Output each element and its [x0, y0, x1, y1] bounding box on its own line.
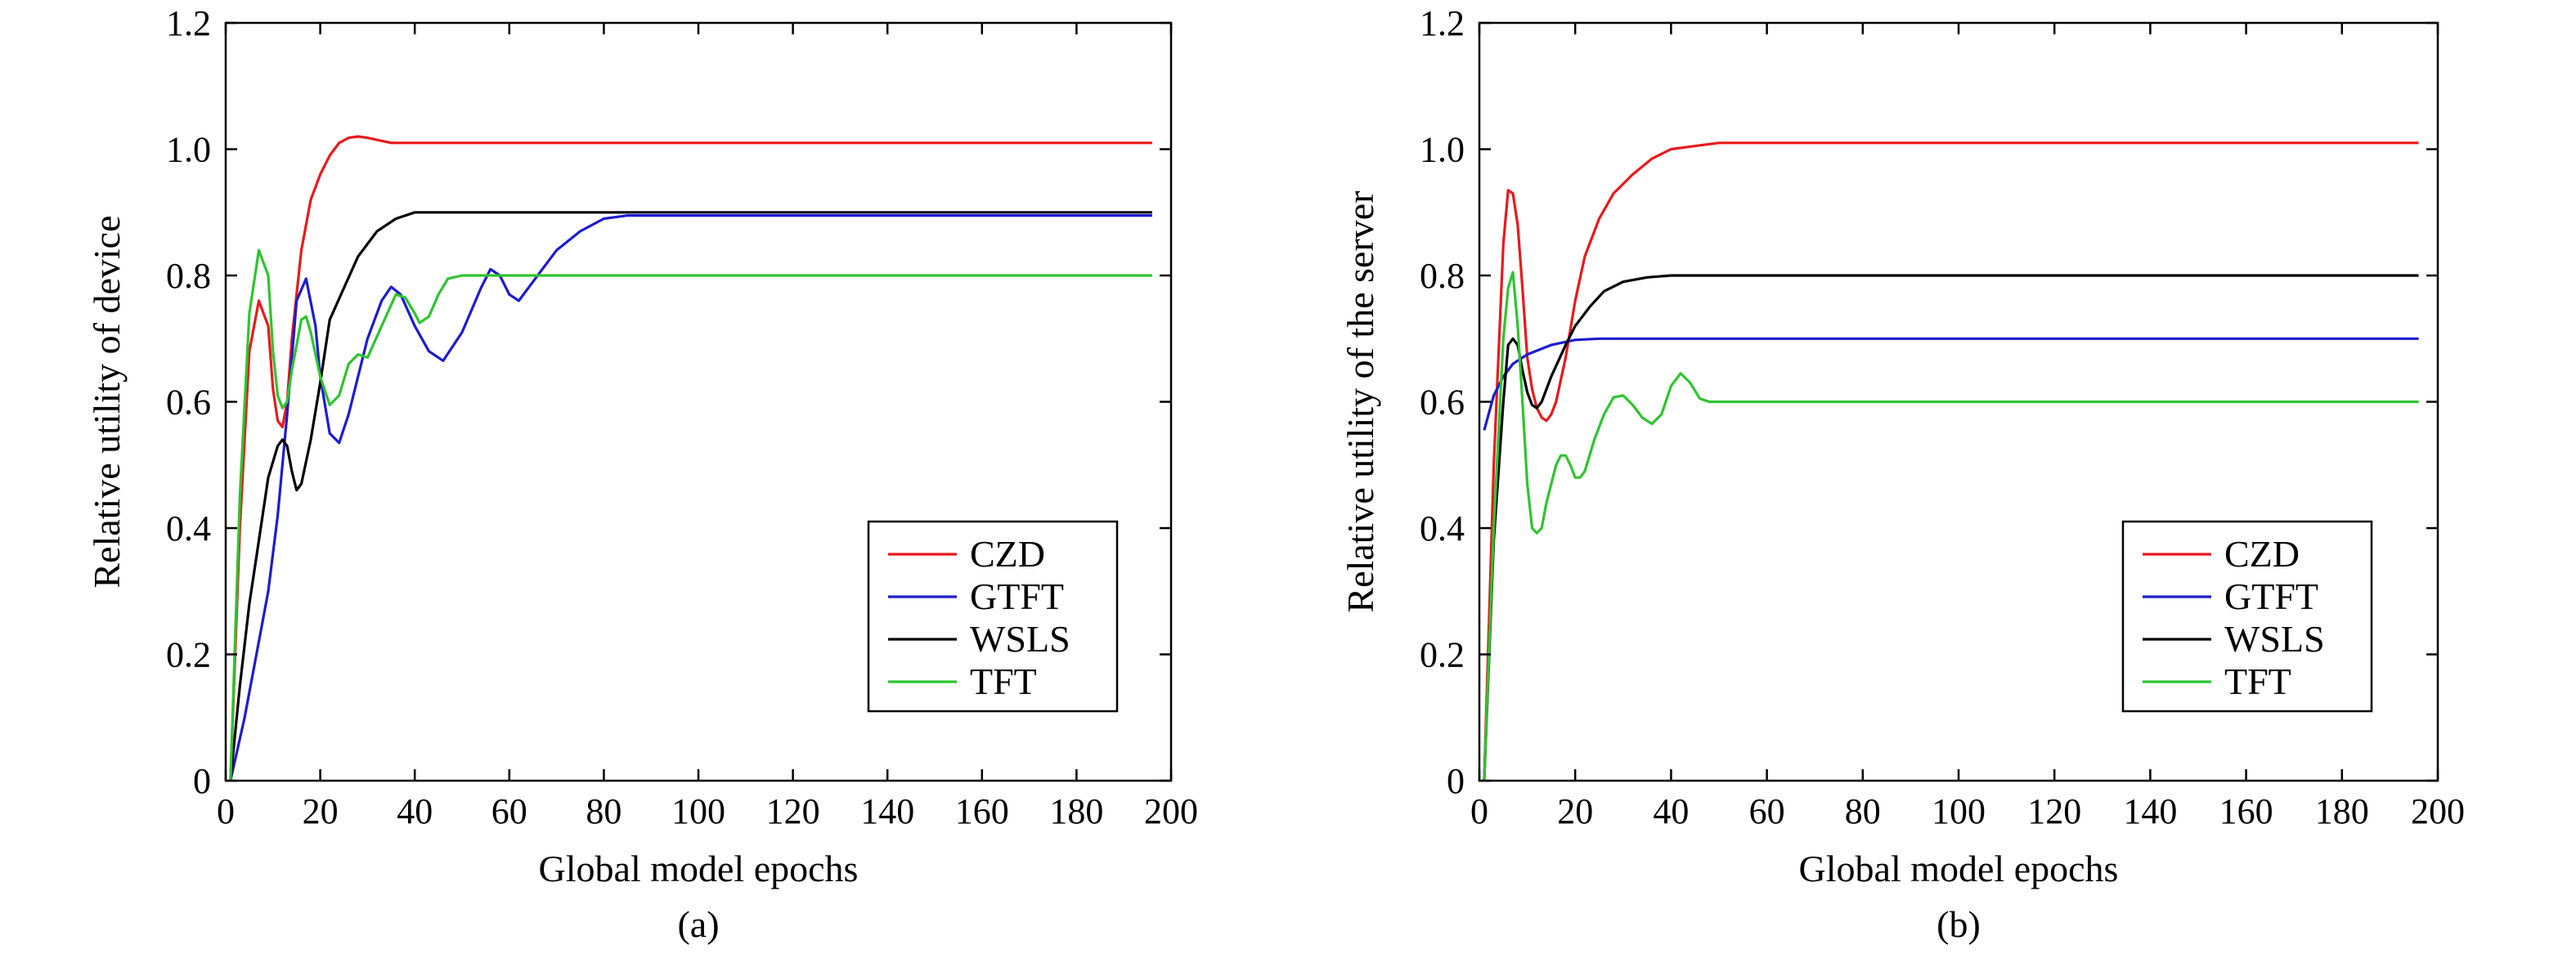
panel-caption: (a) [677, 903, 719, 945]
y-tick-label: 1.2 [166, 3, 211, 43]
x-tick-label: 140 [860, 791, 914, 831]
x-tick-label: 120 [2027, 791, 2081, 831]
y-tick-label: 1.0 [166, 130, 211, 170]
x-tick-label: 120 [766, 791, 820, 831]
y-tick-label: 0.4 [166, 508, 211, 549]
series-group [1483, 141, 2419, 782]
x-tick-label: 60 [1749, 791, 1785, 831]
panel-a: 0 20 40 60 80 100 120 140 160 180 200 0 0.2 0.4 0.6 0.8… [86, 3, 1198, 945]
x-tick-label: 40 [397, 791, 433, 831]
x-tick-label: 80 [1845, 791, 1881, 831]
x-tick-label: 20 [1557, 791, 1593, 831]
series-line-czd [1483, 141, 2419, 782]
x-tick-label: 160 [2219, 791, 2273, 831]
series-line-gtft [229, 214, 1152, 782]
legend-label-gtft: GTFT [970, 576, 1064, 617]
panel-b: 0 20 40 60 80 100 120 140 160 180 200 0 0.2 0.4 0.6 0.8… [1340, 3, 2465, 945]
x-tick-label: 100 [1932, 791, 1986, 831]
x-axis-label: Global model epochs [1799, 848, 2119, 889]
x-tick-label: 0 [1470, 791, 1488, 831]
y-tick-label: 0.6 [1420, 383, 1465, 423]
series-line-czd [229, 135, 1152, 782]
y-tick-label: 0.2 [166, 635, 211, 675]
series-line-wsls [229, 211, 1152, 782]
x-tick-label: 40 [1653, 791, 1689, 831]
y-tick-label: 0.2 [1420, 635, 1465, 675]
x-tick-label: 80 [586, 791, 622, 831]
y-tick-label: 0.8 [166, 256, 211, 296]
series-line-wsls [1483, 274, 2419, 782]
legend-label-gtft: GTFT [2224, 576, 2318, 617]
series-group [229, 135, 1152, 782]
x-tick-label: 20 [303, 791, 339, 831]
x-tick-label: 60 [491, 791, 527, 831]
panel-caption: (b) [1936, 903, 1981, 945]
x-tick-label: 160 [955, 791, 1009, 831]
x-tick-label: 180 [1049, 791, 1103, 831]
y-tick-label: 1.2 [1420, 3, 1465, 43]
legend-label-wsls: WSLS [970, 618, 1070, 660]
y-tick-label: 1.0 [1420, 130, 1465, 170]
legend-label-tft: TFT [970, 661, 1037, 702]
series-line-tft [229, 249, 1152, 782]
x-tick-label: 140 [2123, 791, 2177, 831]
x-tick-label: 200 [2411, 791, 2465, 831]
x-tick-label: 200 [1144, 791, 1198, 831]
y-tick-label: 0.8 [1420, 256, 1465, 296]
y-tick-label: 0.6 [166, 383, 211, 423]
legend-label-czd: CZD [2224, 533, 2300, 575]
y-axis-label: Relative utility of device [86, 215, 128, 588]
legend-box [867, 520, 1119, 713]
legend-label-tft: TFT [2224, 661, 2291, 702]
x-tick-label: 100 [671, 791, 725, 831]
x-tick-label: 0 [217, 791, 235, 831]
series-line-gtft [1483, 337, 2419, 431]
y-axis-label: Relative utility of the server [1340, 190, 1381, 612]
y-tick-label: 0 [193, 761, 211, 801]
x-tick-label: 180 [2315, 791, 2369, 831]
series-line-tft [1483, 271, 2419, 782]
legend-label-wsls: WSLS [2224, 618, 2325, 660]
y-tick-label: 0 [1447, 761, 1465, 801]
legend-label-czd: CZD [970, 533, 1045, 575]
x-axis-label: Global model epochs [539, 848, 859, 889]
y-tick-label: 0.4 [1420, 508, 1465, 549]
